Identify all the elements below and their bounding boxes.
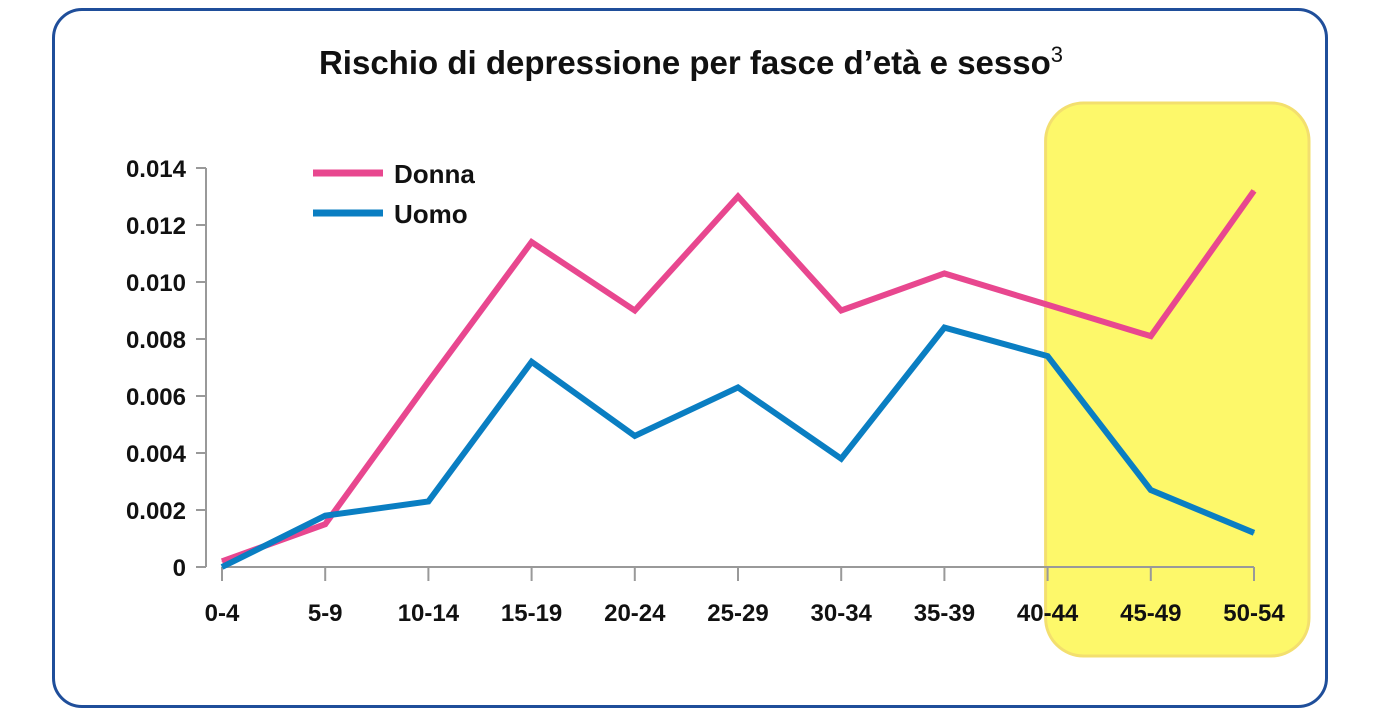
data-point-uomo (1150, 489, 1152, 491)
data-point-donna (1253, 190, 1255, 192)
y-tick-label: 0 (173, 555, 186, 582)
y-tick-label: 0.010 (126, 270, 186, 297)
data-point-donna (324, 523, 326, 525)
x-tick-label: 15-19 (501, 600, 562, 627)
data-point-donna (1047, 304, 1049, 306)
y-tick-label: 0.014 (126, 156, 187, 183)
x-tick-label: 10-14 (398, 600, 460, 627)
y-tick-label: 0.012 (126, 213, 186, 240)
data-point-donna (943, 272, 945, 274)
y-tick-label: 0.006 (126, 384, 186, 411)
data-point-donna (1150, 335, 1152, 337)
data-point-donna (221, 560, 223, 562)
data-point-donna (531, 241, 533, 243)
x-tick-label: 40-44 (1017, 600, 1079, 627)
y-tick-label: 0.002 (126, 498, 186, 525)
legend-label-donna: Donna (394, 159, 475, 189)
x-tick-label: 5-9 (308, 600, 343, 627)
data-point-uomo (324, 515, 326, 517)
data-point-uomo (531, 361, 533, 363)
data-point-uomo (1253, 532, 1255, 534)
data-point-uomo (427, 500, 429, 502)
y-tick-label: 0.004 (126, 441, 187, 468)
highlight-band (1044, 101, 1311, 658)
data-point-uomo (634, 435, 636, 437)
x-tick-label: 20-24 (604, 600, 666, 627)
x-tick-label: 25-29 (707, 600, 768, 627)
data-point-uomo (221, 566, 223, 568)
x-tick-label: 35-39 (914, 600, 975, 627)
chart-title: Rischio di depressione per fasce d’età e… (318, 42, 1064, 81)
title-superscript: 3 (1050, 42, 1064, 67)
legend-label-uomo: Uomo (394, 199, 468, 229)
y-tick-label: 0.008 (126, 327, 186, 354)
data-point-donna (737, 196, 739, 197)
data-point-uomo (1047, 355, 1049, 357)
data-point-donna (840, 310, 842, 311)
x-tick-label: 0-4 (205, 600, 240, 627)
data-point-uomo (737, 386, 739, 388)
x-tick-label: 45-49 (1120, 600, 1181, 627)
data-point-uomo (840, 458, 842, 460)
x-tick-label: 30-34 (811, 600, 873, 627)
x-tick-label: 50-54 (1223, 600, 1285, 627)
data-point-donna (427, 381, 429, 383)
data-point-uomo (943, 327, 945, 329)
data-point-donna (634, 310, 636, 311)
